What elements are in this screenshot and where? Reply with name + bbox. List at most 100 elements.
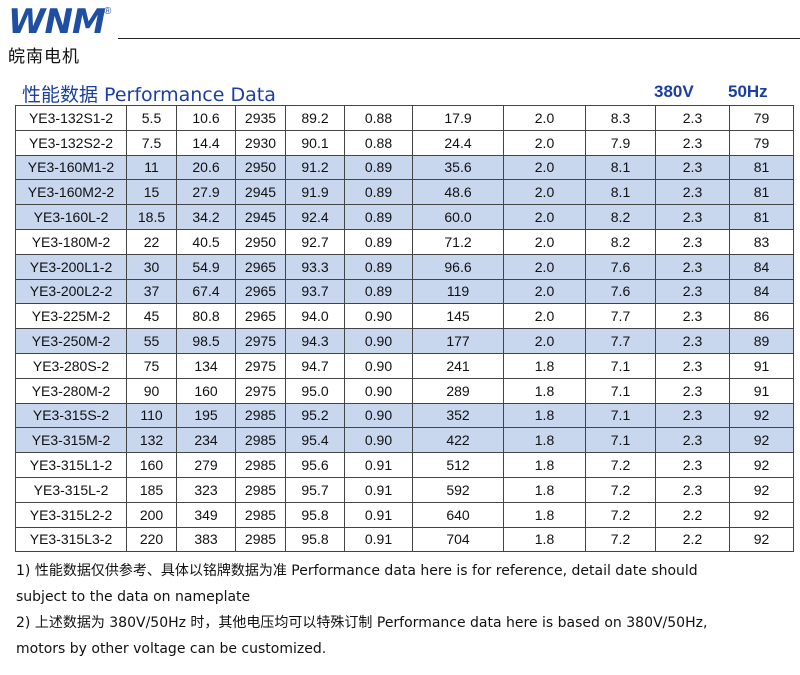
- value-cell: 84: [729, 253, 794, 280]
- value-cell: 0.89: [344, 179, 413, 206]
- value-cell: 177: [412, 328, 504, 354]
- value-cell: 8.1: [585, 154, 656, 181]
- table-row: YE3-250M-2 55 98.5 2975 94.3 0.90 177 2.0 7.7 2.3…: [15, 328, 794, 354]
- model-cell: YE3-200L2-2: [15, 278, 127, 305]
- value-cell: 2.0: [503, 129, 586, 156]
- model-cell: YE3-132S1-2: [15, 105, 127, 131]
- value-cell: 90: [126, 377, 177, 404]
- value-cell: 30: [126, 253, 177, 280]
- value-cell: 220: [126, 526, 177, 553]
- note-2-line-2: motors by other voltage can be customize…: [16, 641, 327, 657]
- value-cell: 92: [729, 452, 794, 478]
- value-cell: 92.4: [285, 204, 345, 230]
- value-cell: 18.5: [126, 204, 177, 230]
- value-cell: 1.8: [503, 476, 586, 503]
- model-cell: YE3-315L-2: [15, 476, 127, 503]
- value-cell: 94.7: [285, 352, 345, 379]
- value-cell: 2965: [235, 303, 286, 330]
- value-cell: 7.1: [585, 377, 656, 404]
- table-row: YE3-315L2-2 200 349 2985 95.8 0.91 640 1.8 7.2 2.…: [15, 501, 794, 528]
- table-row: YE3-132S1-2 5.5 10.6 2935 89.2 0.88 17.9 2.0 8.3…: [15, 105, 794, 131]
- value-cell: 2.2: [655, 501, 730, 528]
- value-cell: 8.1: [585, 179, 656, 206]
- model-cell: YE3-280M-2: [15, 377, 127, 404]
- value-cell: 2.3: [655, 476, 730, 503]
- value-cell: 11: [126, 154, 177, 181]
- value-cell: 92: [729, 501, 794, 528]
- value-cell: 0.88: [344, 105, 413, 131]
- value-cell: 2975: [235, 377, 286, 404]
- value-cell: 93.3: [285, 253, 345, 280]
- table-row: YE3-160M2-2 15 27.9 2945 91.9 0.89 48.6 2.0 8.1 2…: [15, 179, 794, 206]
- value-cell: 91: [729, 352, 794, 379]
- value-cell: 289: [412, 377, 504, 404]
- value-cell: 34.2: [176, 204, 236, 230]
- value-cell: 279: [176, 452, 236, 478]
- value-cell: 91: [729, 377, 794, 404]
- value-cell: 1.8: [503, 526, 586, 553]
- value-cell: 7.1: [585, 352, 656, 379]
- table-row: YE3-315L1-2 160 279 2985 95.6 0.91 512 1.8 7.2 2.…: [15, 452, 794, 478]
- value-cell: 48.6: [412, 179, 504, 206]
- value-cell: 94.3: [285, 328, 345, 354]
- value-cell: 95.6: [285, 452, 345, 478]
- model-cell: YE3-160M2-2: [15, 179, 127, 206]
- value-cell: 352: [412, 402, 504, 429]
- value-cell: 2.0: [503, 278, 586, 305]
- model-cell: YE3-132S2-2: [15, 129, 127, 156]
- performance-table: YE3-132S1-2 5.5 10.6 2935 89.2 0.88 17.9 2.0 8.3…: [15, 105, 794, 553]
- value-cell: 2950: [235, 154, 286, 181]
- model-cell: YE3-315L1-2: [15, 452, 127, 478]
- value-cell: 2.2: [655, 526, 730, 553]
- registered-mark: ®: [104, 6, 112, 17]
- value-cell: 7.9: [585, 129, 656, 156]
- model-cell: YE3-280S-2: [15, 352, 127, 379]
- table-row: YE3-180M-2 22 40.5 2950 92.7 0.89 71.2 2.0 8.2 2.…: [15, 228, 794, 255]
- value-cell: 95.8: [285, 526, 345, 553]
- value-cell: 91.2: [285, 154, 345, 181]
- value-cell: 2985: [235, 501, 286, 528]
- value-cell: 2945: [235, 179, 286, 206]
- table-row: YE3-200L2-2 37 67.4 2965 93.7 0.89 119 2.0 7.6 2.…: [15, 278, 794, 305]
- value-cell: 0.89: [344, 154, 413, 181]
- value-cell: 2.3: [655, 328, 730, 354]
- value-cell: 2.3: [655, 427, 730, 454]
- model-cell: YE3-315M-2: [15, 427, 127, 454]
- value-cell: 2.0: [503, 179, 586, 206]
- value-cell: 2.0: [503, 328, 586, 354]
- value-cell: 7.1: [585, 402, 656, 429]
- value-cell: 0.90: [344, 328, 413, 354]
- value-cell: 7.6: [585, 253, 656, 280]
- value-cell: 22: [126, 228, 177, 255]
- value-cell: 79: [729, 129, 794, 156]
- value-cell: 2.0: [503, 228, 586, 255]
- value-cell: 83: [729, 228, 794, 255]
- value-cell: 1.8: [503, 377, 586, 404]
- value-cell: 93.7: [285, 278, 345, 305]
- value-cell: 45: [126, 303, 177, 330]
- value-cell: 2985: [235, 476, 286, 503]
- value-cell: 2985: [235, 526, 286, 553]
- value-cell: 84: [729, 278, 794, 305]
- value-cell: 92: [729, 476, 794, 503]
- value-cell: 0.89: [344, 228, 413, 255]
- value-cell: 81: [729, 204, 794, 230]
- value-cell: 79: [729, 105, 794, 131]
- value-cell: 92.7: [285, 228, 345, 255]
- value-cell: 95.8: [285, 501, 345, 528]
- value-cell: 119: [412, 278, 504, 305]
- value-cell: 2985: [235, 402, 286, 429]
- value-cell: 0.89: [344, 204, 413, 230]
- frequency-label: 50Hz: [728, 82, 768, 101]
- value-cell: 0.91: [344, 526, 413, 553]
- value-cell: 2935: [235, 105, 286, 131]
- value-cell: 55: [126, 328, 177, 354]
- section-header: 性能数据 Performance Data 380V 50Hz: [16, 80, 796, 106]
- value-cell: 37: [126, 278, 177, 305]
- table-row: YE3-280S-2 75 134 2975 94.7 0.90 241 1.8 7.1 2.3 9…: [15, 352, 794, 379]
- value-cell: 2975: [235, 328, 286, 354]
- footnotes: 1) 性能数据仅供参考、具体以铭牌数据为准 Performance data h…: [16, 558, 792, 662]
- value-cell: 2.3: [655, 253, 730, 280]
- value-cell: 81: [729, 154, 794, 181]
- value-cell: 160: [176, 377, 236, 404]
